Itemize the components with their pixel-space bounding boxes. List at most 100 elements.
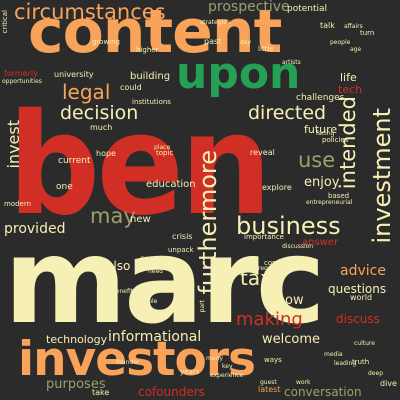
word-age: age bbox=[350, 46, 362, 53]
word-investment: investment bbox=[368, 108, 396, 244]
word-institutions: institutions bbox=[132, 98, 171, 106]
word-directed: directed bbox=[248, 102, 327, 124]
word-tax: tax bbox=[240, 266, 272, 290]
word-also: also bbox=[106, 259, 131, 273]
word-importance: importance bbox=[244, 233, 284, 241]
word-provided: provided bbox=[4, 221, 66, 237]
word-life: life bbox=[340, 71, 357, 84]
word-potential: potential bbox=[287, 4, 328, 14]
word-informational: informational bbox=[108, 329, 202, 345]
word-part: part bbox=[199, 300, 206, 313]
word-future: future bbox=[304, 123, 338, 136]
word-investors: investors bbox=[18, 332, 256, 387]
word-conversation: conversation bbox=[284, 385, 362, 399]
word-use: use bbox=[298, 148, 336, 172]
word-truth: truth bbox=[352, 358, 370, 366]
filler-text: · · · bbox=[118, 29, 123, 33]
word-technology: technology bbox=[46, 333, 108, 346]
word-business: business bbox=[236, 212, 341, 240]
word-turn: turn bbox=[360, 29, 375, 37]
word-reveal: reveal bbox=[250, 148, 275, 157]
word-affairs: affairs bbox=[344, 23, 363, 30]
word-leading: leading bbox=[334, 360, 357, 367]
word-questions: questions bbox=[328, 282, 387, 296]
word-opportunities: opportunities bbox=[2, 78, 42, 85]
word-entrepreneurial: entrepreneurial bbox=[306, 199, 353, 206]
word-place: place bbox=[154, 144, 171, 151]
word-invest: invest bbox=[4, 120, 23, 169]
word-university: university bbox=[54, 70, 94, 79]
word-past: past bbox=[204, 37, 222, 46]
word-new: new bbox=[130, 214, 151, 225]
word-key: key bbox=[222, 363, 233, 370]
filler-text: · · · bbox=[300, 69, 305, 73]
word-current: current bbox=[58, 156, 91, 166]
word-experience: experience bbox=[210, 372, 244, 379]
word-legal: legal bbox=[62, 80, 111, 104]
word-role: role bbox=[146, 298, 158, 305]
word-circumstances: circumstances bbox=[14, 0, 166, 24]
word-challenges: challenges bbox=[296, 93, 345, 103]
word-growing: growing bbox=[92, 38, 120, 46]
word-many: many bbox=[206, 355, 223, 362]
word-discussion: discussion bbox=[282, 243, 314, 250]
word-one: one bbox=[56, 182, 73, 192]
word-crisis: crisis bbox=[172, 232, 193, 241]
word-talk: talk bbox=[320, 21, 335, 30]
word-decision: decision bbox=[60, 102, 139, 124]
word-content: content bbox=[28, 0, 282, 67]
word-education: education bbox=[146, 179, 196, 190]
word-years: years bbox=[180, 368, 200, 376]
word-may: may bbox=[90, 204, 136, 228]
word-special: special bbox=[58, 147, 83, 155]
word-answer: answer bbox=[302, 237, 339, 248]
word-dive: dive bbox=[380, 379, 397, 388]
word-ben: ben bbox=[8, 84, 272, 247]
word-building: building bbox=[130, 71, 171, 82]
word-higher: higher bbox=[136, 46, 159, 54]
word-artists: artists bbox=[282, 59, 301, 66]
word-facing: facing bbox=[316, 130, 335, 137]
word-ways: ways bbox=[264, 356, 282, 364]
word-advice: advice bbox=[340, 263, 386, 279]
word-film: film bbox=[140, 256, 154, 264]
word-marc: marc bbox=[4, 212, 326, 350]
word-latest: latest bbox=[258, 385, 281, 394]
word-regulation: regulation bbox=[258, 265, 289, 272]
word-community: community bbox=[264, 259, 304, 267]
word-making: making bbox=[236, 309, 303, 330]
word-explore: explore bbox=[262, 183, 292, 192]
filler-text: · · · bbox=[30, 369, 35, 373]
word-purposes: purposes bbox=[46, 377, 106, 392]
word-hope: hope bbox=[96, 149, 116, 158]
word-intended: intended bbox=[336, 96, 360, 190]
word-media: media bbox=[324, 351, 343, 358]
word-work: work bbox=[296, 379, 311, 386]
word-much: much bbox=[90, 123, 113, 132]
word-deep: deep bbox=[368, 370, 383, 377]
word-guest: guest bbox=[260, 379, 277, 386]
word-founder: founder bbox=[116, 359, 140, 366]
word-policies: policies bbox=[322, 136, 349, 144]
word-topic: topic bbox=[156, 149, 174, 157]
word-day: day bbox=[240, 39, 252, 46]
word-welcome: welcome bbox=[262, 332, 321, 347]
word-tech: tech bbox=[338, 83, 363, 96]
word-could: could bbox=[120, 83, 142, 92]
word-prospective: prospective bbox=[208, 0, 290, 15]
word-little: little bbox=[258, 45, 274, 53]
word-upon: upon bbox=[176, 48, 301, 99]
word-people: people bbox=[330, 39, 351, 46]
word-formerly: formerly bbox=[4, 69, 38, 78]
word-discuss: discuss bbox=[336, 312, 380, 326]
word-strategies: strategies bbox=[200, 19, 230, 26]
filler-text: · · · bbox=[190, 359, 195, 363]
word-need: need bbox=[148, 268, 163, 275]
word-cofounders: cofounders bbox=[138, 385, 205, 399]
word-furthermore: furthermore bbox=[194, 150, 222, 295]
word-enjoy: enjoy bbox=[304, 175, 340, 190]
word-take: take bbox=[92, 388, 110, 397]
word-based: based bbox=[328, 192, 350, 200]
word-show: show bbox=[270, 293, 304, 308]
